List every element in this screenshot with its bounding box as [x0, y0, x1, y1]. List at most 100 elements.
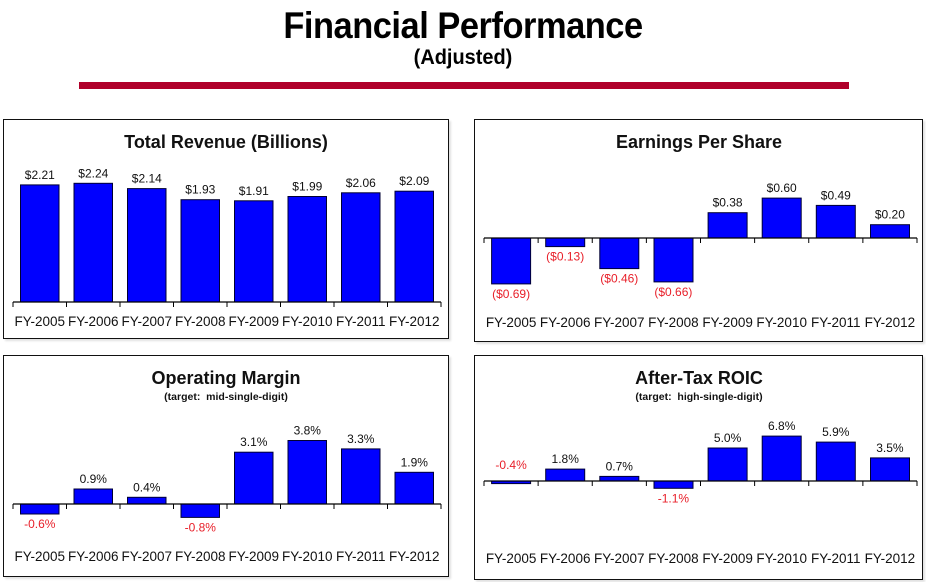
- category-label-roic-fy-2007: FY-2007: [594, 551, 645, 566]
- roic-chart-title: After-Tax ROIC: [635, 368, 763, 388]
- eps-chart-panel: Earnings Per Share ($0.69) FY-2005 ($0.13)…: [474, 119, 923, 342]
- value-label-revenue-fy-2012: $2.09: [399, 174, 429, 188]
- category-label-revenue-fy-2005: FY-2005: [15, 314, 66, 329]
- category-label-opm-fy-2008: FY-2008: [175, 549, 226, 564]
- bar-eps-fy-2005: [491, 237, 532, 285]
- value-label-revenue-fy-2008: $1.93: [185, 183, 215, 197]
- value-label-opm-fy-2011: 3.3%: [347, 432, 375, 446]
- category-label-revenue-fy-2012: FY-2012: [389, 314, 440, 329]
- bar-revenue-fy-2005: [20, 184, 60, 303]
- bar-eps-fy-2008: [653, 237, 694, 283]
- bar-revenue-fy-2007: [127, 188, 167, 303]
- category-label-revenue-fy-2011: FY-2011: [336, 314, 386, 329]
- category-label-eps-fy-2005: FY-2005: [486, 315, 537, 330]
- bar-opm-fy-2012: [394, 471, 434, 505]
- category-label-roic-fy-2010: FY-2010: [756, 551, 807, 566]
- category-label-eps-fy-2006: FY-2006: [540, 315, 591, 330]
- value-label-revenue-fy-2010: $1.99: [292, 180, 322, 194]
- category-label-roic-fy-2008: FY-2008: [648, 551, 699, 566]
- bar-revenue-fy-2006: [73, 182, 113, 303]
- value-label-roic-fy-2012: 3.5%: [876, 441, 904, 455]
- revenue-chart-panel: Total Revenue (Billions) $2.21 FY-2005 $2.…: [3, 119, 449, 339]
- value-label-eps-fy-2010: $0.60: [767, 181, 797, 195]
- bar-revenue-fy-2009: [234, 200, 274, 303]
- roic-chart-panel: After-Tax ROIC (target: high-single-digi…: [474, 355, 923, 580]
- operating-margin-chart-panel: Operating Margin (target: mid-single-dig…: [3, 355, 449, 577]
- value-label-roic-fy-2010: 6.8%: [768, 419, 796, 433]
- bar-eps-fy-2006: [545, 237, 586, 248]
- value-label-eps-fy-2008: ($0.66): [654, 285, 692, 299]
- value-label-eps-fy-2009: $0.38: [713, 196, 743, 210]
- category-label-roic-fy-2009: FY-2009: [702, 551, 753, 566]
- category-label-opm-fy-2005: FY-2005: [15, 549, 66, 564]
- bar-opm-fy-2009: [234, 451, 274, 505]
- value-label-revenue-fy-2011: $2.06: [346, 176, 376, 190]
- eps-chart-title: Earnings Per Share: [616, 132, 782, 152]
- value-label-opm-fy-2006: 0.9%: [80, 472, 108, 486]
- bar-eps-fy-2010: [761, 197, 802, 239]
- operating-margin-chart-subtitle: (target: mid-single-digit): [164, 391, 288, 403]
- value-label-opm-fy-2012: 1.9%: [401, 455, 429, 469]
- category-label-eps-fy-2012: FY-2012: [865, 315, 916, 330]
- bar-revenue-fy-2012: [394, 190, 434, 303]
- bar-roic-fy-2007: [599, 475, 640, 482]
- category-label-roic-fy-2005: FY-2005: [486, 551, 537, 566]
- value-label-revenue-fy-2009: $1.91: [239, 184, 269, 198]
- value-label-opm-fy-2005: -0.6%: [24, 517, 56, 531]
- bar-revenue-fy-2010: [287, 196, 327, 303]
- category-label-revenue-fy-2008: FY-2008: [175, 314, 226, 329]
- value-label-opm-fy-2010: 3.8%: [294, 424, 322, 438]
- category-label-eps-fy-2009: FY-2009: [702, 315, 753, 330]
- title-divider-rule: [79, 82, 849, 89]
- page-subtitle: (Adjusted): [413, 46, 513, 69]
- value-label-eps-fy-2005: ($0.69): [492, 287, 530, 301]
- roic-chart: After-Tax ROIC (target: high-single-digi…: [483, 368, 918, 566]
- value-label-roic-fy-2005: -0.4%: [495, 458, 527, 472]
- category-label-revenue-fy-2010: FY-2010: [282, 314, 333, 329]
- category-label-opm-fy-2012: FY-2012: [389, 549, 440, 564]
- category-label-opm-fy-2007: FY-2007: [122, 549, 173, 564]
- value-label-eps-fy-2007: ($0.46): [600, 272, 638, 286]
- bar-roic-fy-2008: [653, 480, 694, 489]
- bar-eps-fy-2012: [870, 224, 910, 239]
- category-label-eps-fy-2011: FY-2011: [811, 315, 861, 330]
- category-label-opm-fy-2006: FY-2006: [68, 549, 119, 564]
- bar-eps-fy-2011: [815, 204, 856, 239]
- page-title: Financial Performance: [283, 5, 643, 46]
- value-label-roic-fy-2006: 1.8%: [552, 452, 580, 466]
- revenue-chart-title: Total Revenue (Billions): [124, 132, 328, 152]
- bar-roic-fy-2010: [761, 435, 802, 482]
- value-label-roic-fy-2011: 5.9%: [822, 425, 850, 439]
- value-label-revenue-fy-2005: $2.21: [25, 168, 55, 182]
- eps-chart: Earnings Per Share ($0.69) FY-2005 ($0.13)…: [483, 132, 918, 330]
- bar-eps-fy-2007: [599, 237, 640, 270]
- bar-roic-fy-2006: [545, 468, 586, 482]
- value-label-opm-fy-2008: -0.8%: [185, 520, 217, 534]
- category-label-opm-fy-2011: FY-2011: [336, 549, 386, 564]
- value-label-roic-fy-2007: 0.7%: [606, 459, 634, 473]
- bar-revenue-fy-2011: [341, 192, 381, 303]
- bar-opm-fy-2011: [341, 448, 381, 505]
- operating-margin-chart-title: Operating Margin: [151, 368, 300, 388]
- value-label-revenue-fy-2007: $2.14: [132, 172, 162, 186]
- bar-roic-fy-2012: [870, 457, 910, 482]
- bar-opm-fy-2006: [73, 488, 113, 505]
- value-label-revenue-fy-2006: $2.24: [78, 166, 108, 180]
- category-label-revenue-fy-2009: FY-2009: [229, 314, 280, 329]
- category-label-revenue-fy-2006: FY-2006: [68, 314, 119, 329]
- category-label-roic-fy-2006: FY-2006: [540, 551, 591, 566]
- value-label-opm-fy-2009: 3.1%: [240, 435, 268, 449]
- bar-opm-fy-2008: [180, 503, 220, 518]
- category-label-opm-fy-2010: FY-2010: [282, 549, 333, 564]
- bar-roic-fy-2011: [815, 441, 856, 482]
- category-label-revenue-fy-2007: FY-2007: [122, 314, 173, 329]
- operating-margin-chart: Operating Margin (target: mid-single-dig…: [12, 368, 442, 564]
- value-label-eps-fy-2011: $0.49: [821, 188, 851, 202]
- value-label-eps-fy-2006: ($0.13): [546, 250, 584, 264]
- category-label-eps-fy-2007: FY-2007: [594, 315, 645, 330]
- value-label-opm-fy-2007: 0.4%: [133, 480, 161, 494]
- value-label-roic-fy-2009: 5.0%: [714, 431, 742, 445]
- value-label-eps-fy-2012: $0.20: [875, 208, 905, 222]
- bar-opm-fy-2007: [127, 496, 167, 505]
- category-label-roic-fy-2011: FY-2011: [811, 551, 861, 566]
